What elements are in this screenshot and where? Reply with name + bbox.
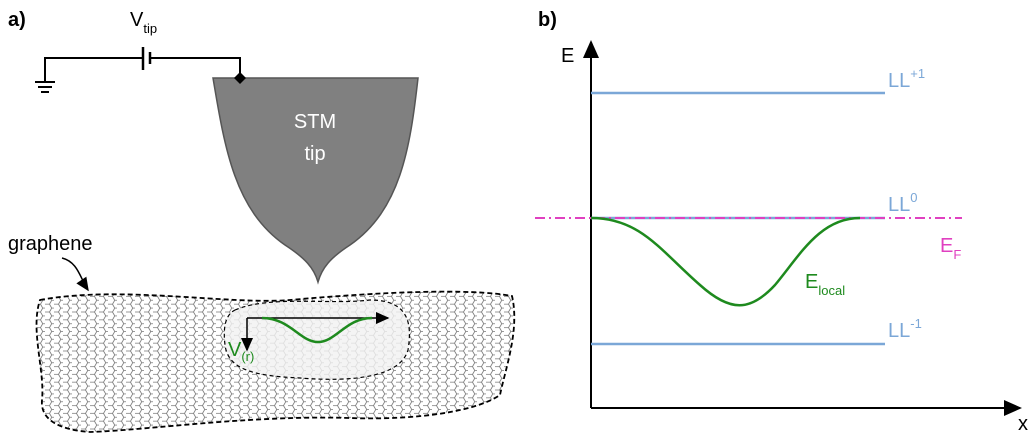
y-axis-label: E [561,45,574,67]
pointer [61,257,89,292]
graphene-label: graphene [8,233,93,255]
level-label: LL-1 [888,316,922,342]
panel-label: a) [8,9,26,31]
level-label: LL+1 [888,66,925,92]
fermi-label: EF [940,235,961,262]
circuit [35,47,241,93]
x-axis-label: x [1018,413,1028,434]
potential-curve [261,316,373,344]
level-labels: LL+1 LL0 LL-1 [888,66,925,342]
panel-label: b) [538,9,557,31]
tip-label: STM [294,111,336,133]
local-label: Elocal [805,271,845,298]
stm-tip [212,77,419,285]
level-label: LL0 [888,190,917,216]
v-tip-label: Vtip [130,9,157,36]
local-curve [590,216,861,307]
tip-label: tip [304,143,325,165]
local-region [223,299,411,380]
contact [234,72,246,84]
potential-label: V(r) [228,339,254,364]
